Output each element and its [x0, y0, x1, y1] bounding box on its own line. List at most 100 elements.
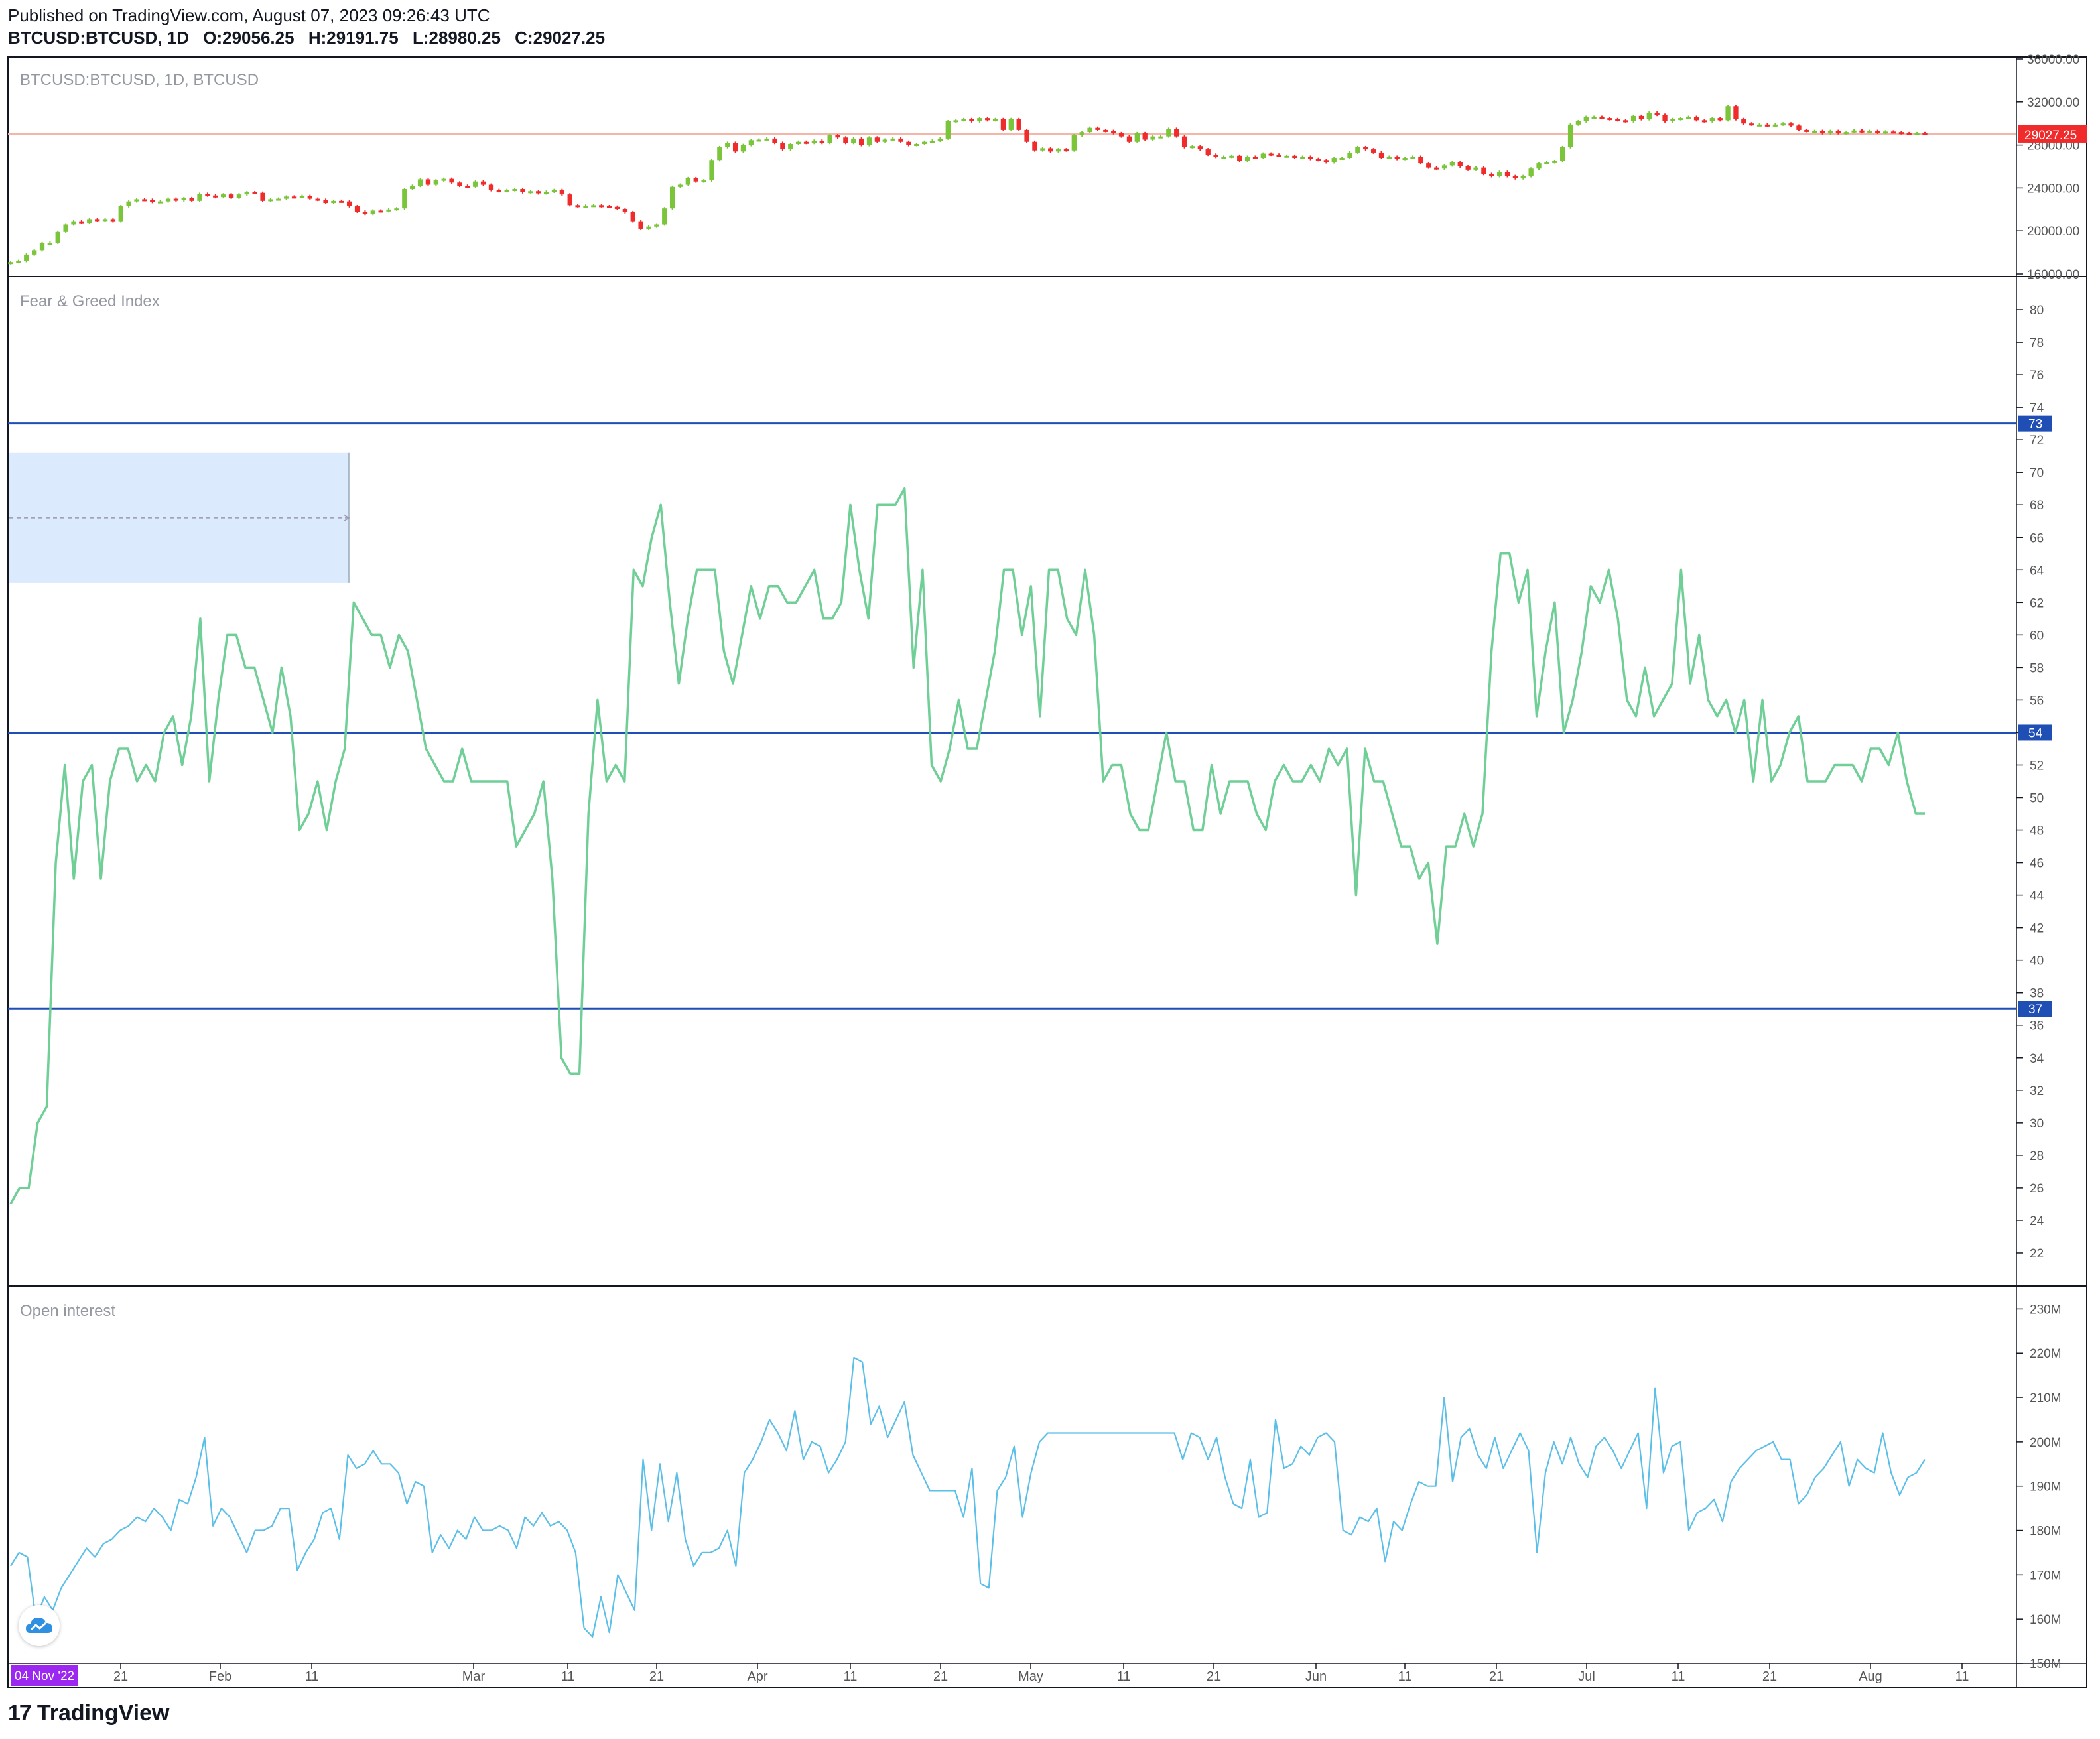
candle: [1158, 136, 1163, 139]
candle: [488, 184, 494, 190]
candle: [1055, 149, 1061, 152]
candle: [1457, 162, 1463, 166]
candle: [1418, 157, 1423, 164]
candle: [1615, 119, 1620, 121]
candle: [252, 192, 257, 194]
candle: [55, 231, 60, 243]
pane-title-price: BTCUSD:BTCUSD, 1D, BTCUSD: [20, 71, 259, 89]
candle: [1300, 157, 1305, 159]
time-tick-label: 11: [1955, 1669, 1969, 1684]
candle: [157, 201, 163, 204]
candle: [630, 212, 635, 222]
candle: [307, 196, 312, 199]
candle: [347, 201, 352, 206]
candle: [1623, 120, 1628, 123]
candle: [228, 194, 234, 198]
fgi-tick-label: 24: [2030, 1214, 2044, 1228]
candle: [8, 262, 13, 265]
candle: [1331, 158, 1337, 162]
candle: [126, 201, 131, 206]
candle: [874, 137, 880, 142]
candle: [150, 200, 155, 202]
candle: [1008, 119, 1014, 130]
candle: [906, 141, 911, 145]
candle: [1678, 118, 1683, 121]
candle: [1922, 133, 1928, 135]
candle: [1780, 123, 1786, 126]
time-tick-label: Feb: [209, 1669, 231, 1684]
candle: [1662, 115, 1668, 121]
candle: [1481, 167, 1486, 174]
candle: [638, 221, 643, 229]
candle: [1717, 118, 1723, 121]
fgi-tick-label: 70: [2030, 466, 2044, 480]
time-tick-label: 11: [844, 1669, 858, 1684]
candle: [1875, 131, 1880, 133]
candle: [1181, 136, 1187, 147]
candle: [165, 198, 171, 202]
time-tick-label: 21: [1207, 1669, 1221, 1684]
candle: [1835, 131, 1841, 133]
high-value: H:29191.75: [308, 28, 399, 48]
candle: [268, 199, 273, 202]
candle: [1567, 124, 1573, 147]
fgi-tick-label: 72: [2030, 434, 2044, 448]
candle: [63, 224, 68, 232]
tradingview-cloud-icon[interactable]: [19, 1605, 60, 1646]
time-tick-label: 21: [1762, 1669, 1777, 1684]
candle: [520, 189, 525, 192]
time-tick-label: 11: [1398, 1669, 1412, 1684]
candle: [583, 206, 588, 208]
candle: [142, 199, 147, 202]
open-value: O:29056.25: [203, 28, 295, 48]
candle: [31, 250, 37, 255]
brand-name: TradingView: [36, 1701, 170, 1726]
fgi-reference-badge: [2018, 1001, 2052, 1017]
candle: [1079, 132, 1084, 136]
last-price-badge: [2018, 125, 2087, 143]
candle: [394, 208, 399, 211]
fgi-tick-label: 68: [2030, 499, 2044, 513]
candle: [87, 219, 92, 224]
oi-line: [10, 1356, 1926, 1638]
candle: [725, 143, 730, 147]
candle: [1575, 121, 1581, 125]
fgi-line: [9, 487, 1925, 1205]
candle: [1111, 131, 1116, 133]
tradingview-brand[interactable]: 17 TradingView: [8, 1701, 169, 1726]
candle: [1552, 161, 1557, 163]
candle: [24, 254, 29, 261]
fgi-reference-badge: [2018, 724, 2052, 741]
candle: [378, 210, 383, 213]
candle: [559, 190, 565, 195]
candle: [654, 224, 659, 227]
candle: [1426, 163, 1431, 168]
candle: [669, 186, 675, 209]
candle: [1370, 149, 1376, 153]
fgi-tick-label: 26: [2030, 1182, 2044, 1196]
candle: [717, 147, 722, 161]
candle: [764, 138, 769, 141]
candle: [1812, 131, 1817, 133]
candle: [1394, 157, 1400, 159]
candle: [1284, 155, 1289, 158]
fgi-tick-label: 74: [2030, 401, 2044, 415]
candle: [504, 190, 509, 192]
time-tick-label: 11: [561, 1669, 575, 1684]
candle: [496, 190, 502, 192]
chart-frame: [7, 56, 2087, 1688]
candle: [1386, 157, 1392, 159]
candle: [276, 198, 281, 201]
candle: [1670, 119, 1675, 121]
candle: [331, 200, 336, 204]
candle: [441, 178, 446, 181]
time-tick-label: 11: [1117, 1669, 1131, 1684]
candle: [1686, 117, 1691, 119]
candle: [922, 141, 927, 144]
fgi-tick-label: 50: [2030, 792, 2044, 806]
candle: [701, 180, 706, 183]
candle: [827, 135, 832, 143]
price-tick-label: 16000.00: [2027, 268, 2079, 282]
candle: [898, 138, 903, 142]
